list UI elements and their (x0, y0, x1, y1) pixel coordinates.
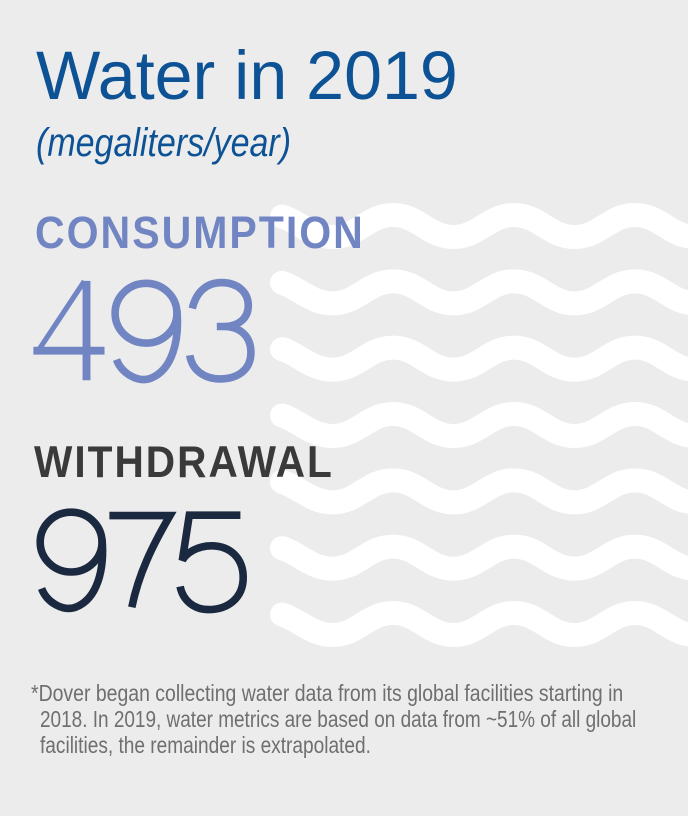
footnote-line: facilities, the remainder is extrapolate… (40, 734, 433, 757)
wave-row (282, 613, 688, 635)
wave-row (282, 348, 688, 370)
consumption-label: CONSUMPTION (35, 210, 397, 255)
footnote-line-text: facilities, the remainder is extrapolate… (39, 731, 371, 758)
footnote-line-text: *Dover began collecting water data from … (31, 679, 624, 706)
wave-row (282, 281, 688, 303)
wave-row (282, 414, 688, 436)
footnote-line: 2018. In 2019, water metrics are based o… (39, 705, 688, 732)
footnote-line-text: 2018. In 2019, water metrics are based o… (39, 705, 637, 732)
page-title: Water in 2019 (35, 37, 460, 114)
consumption-label-text: CONSUMPTION (35, 207, 365, 259)
page-title-text: Water in 2019 (35, 37, 458, 114)
page-subtitle: (megaliters/year) (36, 123, 336, 163)
withdrawal-label-text: WITHDRAWAL (33, 437, 334, 487)
footnote-line: *Dover began collecting water data from … (31, 679, 688, 706)
page-subtitle-text: (megaliters/year) (35, 120, 291, 165)
wave-row (282, 547, 688, 569)
withdrawal-label: WITHDRAWAL (33, 437, 363, 487)
